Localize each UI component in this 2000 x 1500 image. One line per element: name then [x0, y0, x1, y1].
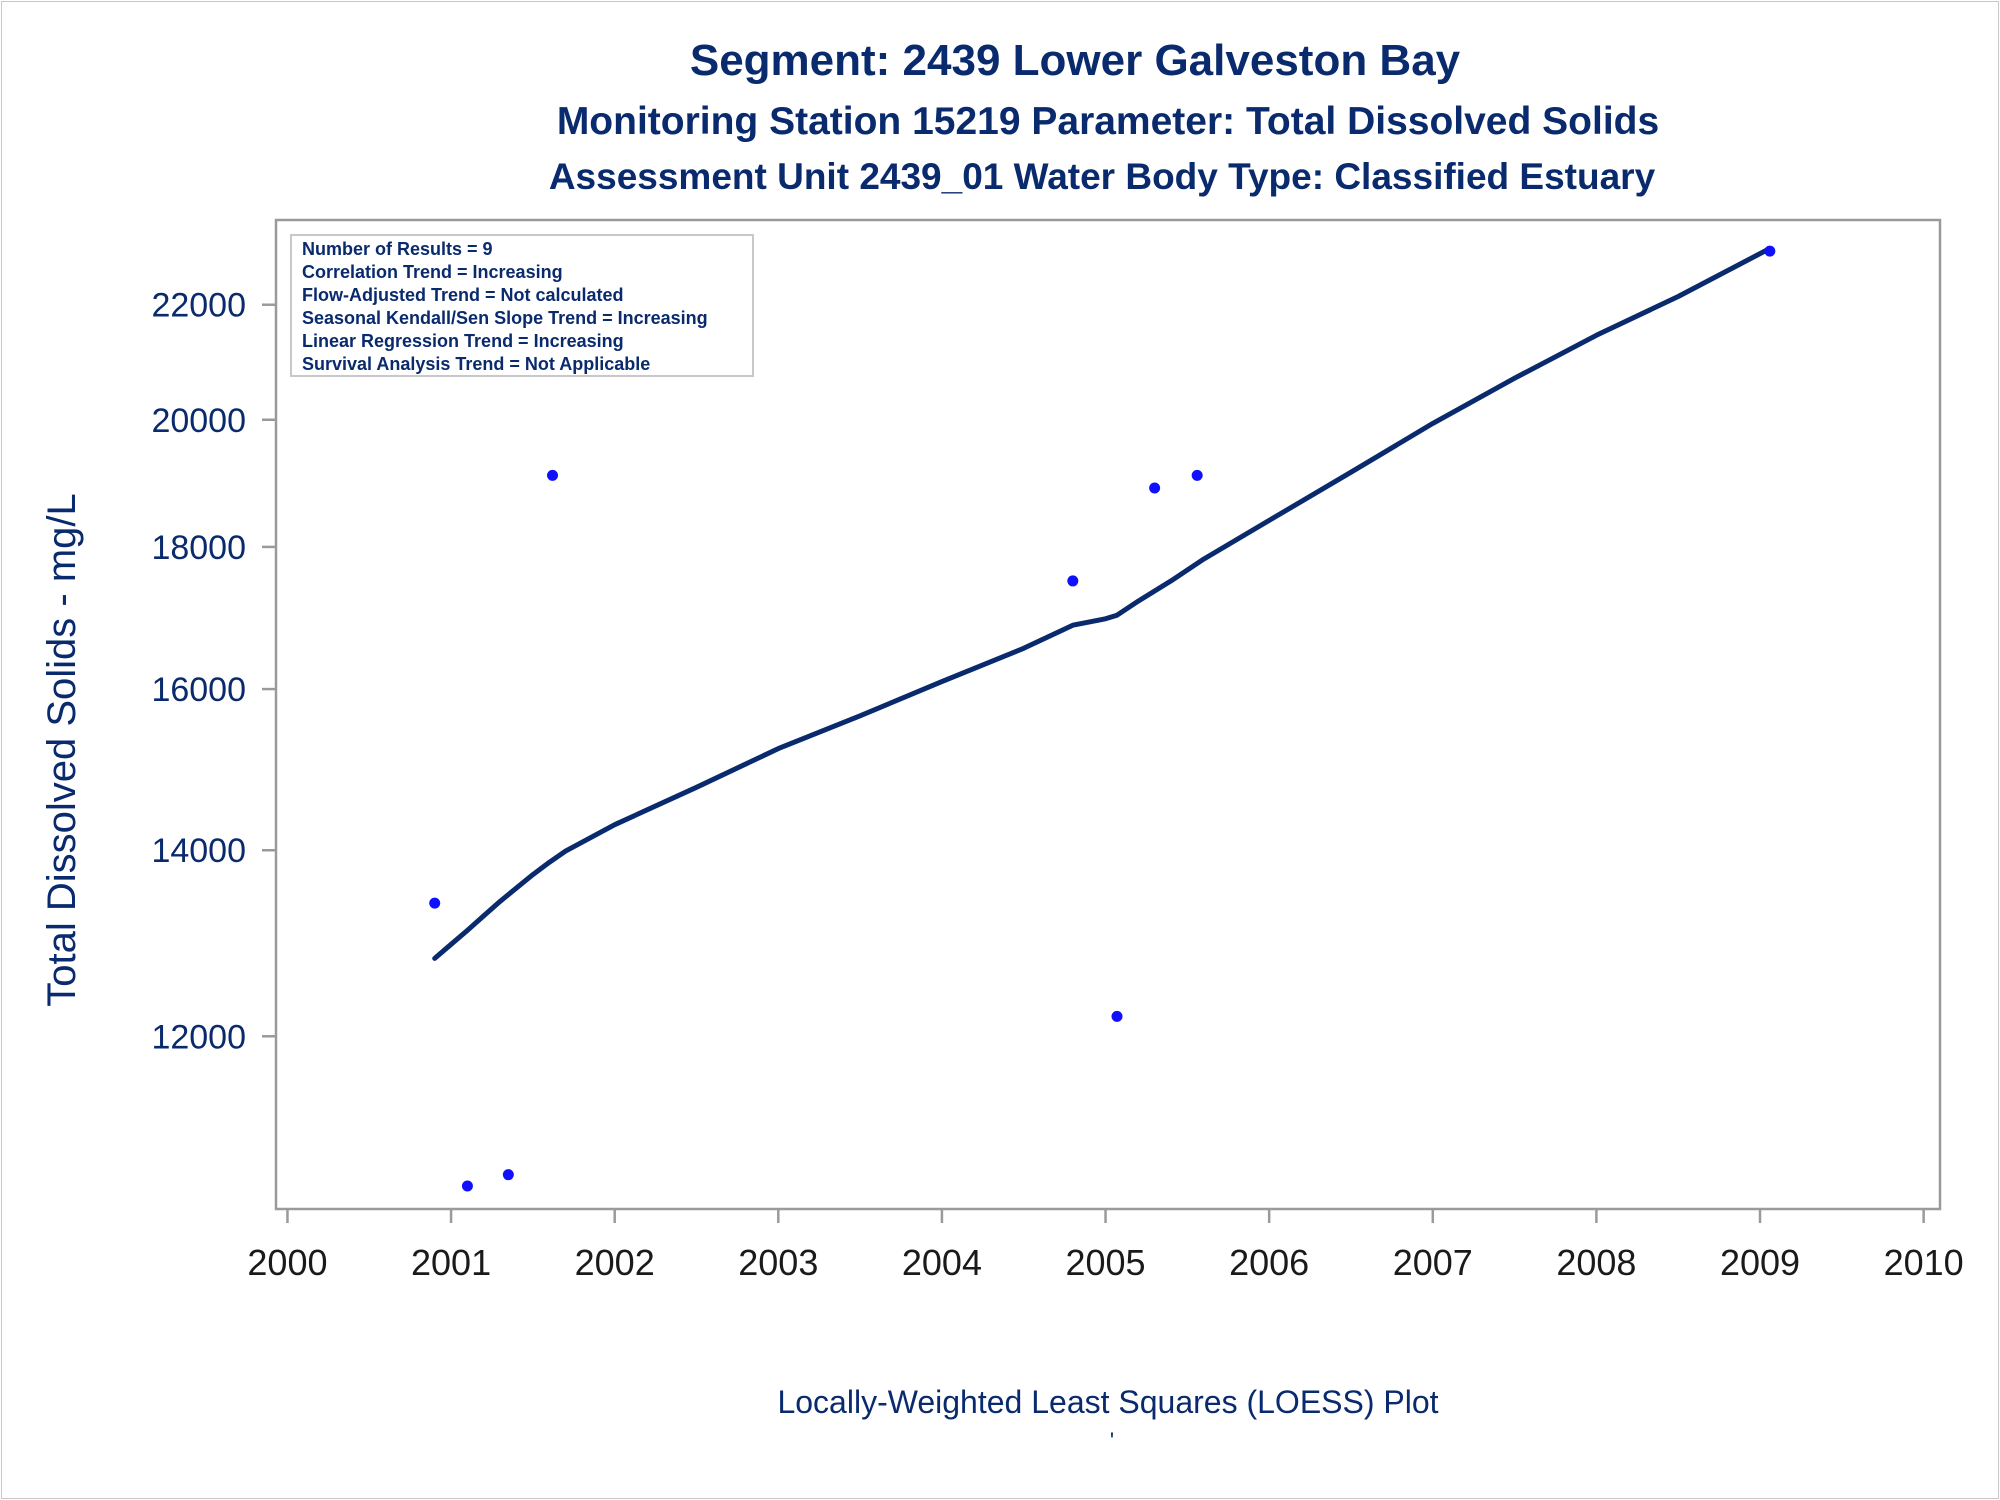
y-axis: 12000 14000 16000 18000 20000 22000	[151, 287, 276, 1056]
data-point	[547, 469, 559, 481]
chart-title: Segment: 2439 Lower Galveston Bay	[689, 36, 1461, 85]
x-tick-label: 2002	[575, 1242, 655, 1283]
x-tick-label: 2007	[1393, 1242, 1473, 1283]
y-tick-label: 14000	[151, 832, 246, 870]
footer-mark: '	[1110, 1428, 1114, 1453]
stats-line: Seasonal Kendall/Sen Slope Trend = Incre…	[302, 308, 708, 328]
x-tick-label: 2001	[411, 1242, 491, 1283]
data-point	[461, 1180, 473, 1192]
y-axis-label: Total Dissolved Solids - mg/L	[40, 493, 84, 1007]
data-point	[502, 1169, 514, 1181]
data-point	[1111, 1010, 1123, 1022]
x-tick-label: 2000	[247, 1242, 327, 1283]
stats-line: Flow-Adjusted Trend = Not calculated	[302, 285, 624, 305]
y-tick-label: 18000	[151, 529, 246, 567]
y-tick-label: 16000	[151, 671, 246, 709]
plot-area	[274, 218, 1942, 1211]
stats-line: Linear Regression Trend = Increasing	[302, 331, 624, 351]
data-point	[429, 897, 441, 909]
stats-line: Number of Results = 9	[302, 239, 493, 259]
data-point	[1067, 575, 1079, 587]
y-tick-label: 12000	[151, 1018, 246, 1056]
y-tick-label: 20000	[151, 402, 246, 440]
x-axis: 2000 2001 2002 2003 2004 2005 2006 2007 2008 2009…	[247, 1209, 1964, 1283]
stats-line: Correlation Trend = Increasing	[302, 262, 563, 282]
chart-subtitle-2: Assessment Unit 2439_01 Water Body Type:…	[548, 156, 1656, 197]
stats-box: Number of Results = 9 Correlation Trend …	[290, 234, 754, 377]
y-tick-label: 22000	[151, 287, 246, 325]
chart-subtitle: Monitoring Station 15219 Parameter: Tota…	[556, 100, 1660, 143]
data-point	[1191, 469, 1203, 481]
series-layer	[429, 245, 1776, 1192]
loess-line	[432, 246, 1773, 961]
x-tick-label: 2004	[902, 1242, 982, 1283]
x-tick-label: 2010	[1884, 1242, 1964, 1283]
x-tick-label: 2009	[1720, 1242, 1800, 1283]
x-tick-label: 2005	[1065, 1242, 1145, 1283]
stats-box-border	[290, 234, 754, 377]
data-point	[1764, 245, 1776, 257]
chart-caption: Locally-Weighted Least Squares (LOESS) P…	[777, 1384, 1438, 1420]
stats-line: Survival Analysis Trend = Not Applicable	[302, 354, 650, 374]
x-tick-label: 2003	[738, 1242, 818, 1283]
x-tick-label: 2006	[1229, 1242, 1309, 1283]
x-tick-label: 2008	[1556, 1242, 1636, 1283]
data-point	[1149, 482, 1161, 494]
